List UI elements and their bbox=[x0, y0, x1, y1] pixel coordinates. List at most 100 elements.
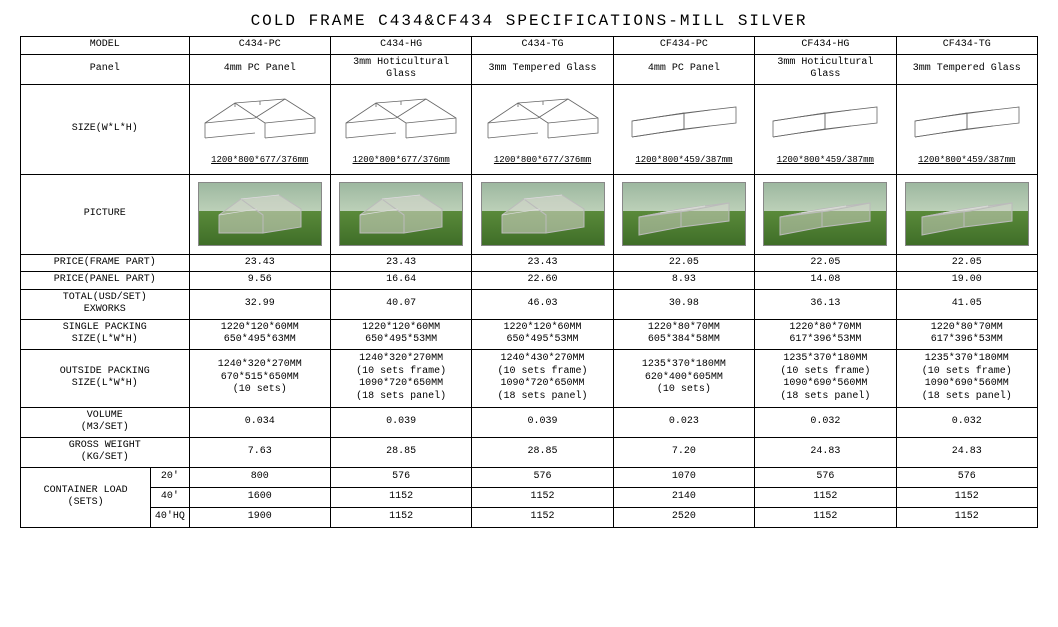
row-label: MODEL bbox=[21, 37, 190, 55]
value-cell: 0.039 bbox=[472, 407, 613, 437]
value-cell: 1220*80*70MM 617*396*53MM bbox=[896, 319, 1037, 349]
value-cell: 9.56 bbox=[189, 272, 330, 290]
product-photo bbox=[339, 182, 463, 246]
value-cell: 7.63 bbox=[189, 437, 330, 467]
value-cell: 22.60 bbox=[472, 272, 613, 290]
value-cell: 1220*120*60MM 650*495*53MM bbox=[330, 319, 471, 349]
value-cell: 0.034 bbox=[189, 407, 330, 437]
wireframe-diagram bbox=[200, 93, 320, 151]
product-photo bbox=[763, 182, 887, 246]
panel-cell: 4mm PC Panel bbox=[189, 54, 330, 84]
value-cell: 1240*430*270MM (10 sets frame) 1090*720*… bbox=[472, 349, 613, 407]
value-cell: 24.83 bbox=[896, 437, 1037, 467]
spec-table: MODEL C434-PCC434-HGC434-TGCF434-PCCF434… bbox=[20, 36, 1038, 528]
wireframe-diagram bbox=[765, 93, 885, 151]
value-cell: 7.20 bbox=[613, 437, 754, 467]
value-cell: 2520 bbox=[613, 507, 754, 527]
page-title: COLD FRAME C434&CF434 SPECIFICATIONS-MIL… bbox=[20, 12, 1038, 30]
value-cell: 2140 bbox=[613, 487, 754, 507]
value-cell: 14.08 bbox=[755, 272, 896, 290]
product-photo bbox=[905, 182, 1029, 246]
table-row: PRICE(PANEL PART) 9.5616.6422.608.9314.0… bbox=[21, 272, 1038, 290]
table-row: SIZE(W*L*H) 1200*800*677/376mm 1200* bbox=[21, 84, 1038, 174]
value-cell: 23.43 bbox=[189, 254, 330, 272]
value-cell: 1220*120*60MM 650*495*53MM bbox=[472, 319, 613, 349]
value-cell: 0.023 bbox=[613, 407, 754, 437]
picture-cell bbox=[472, 174, 613, 254]
value-cell: 1235*370*180MM (10 sets frame) 1090*690*… bbox=[755, 349, 896, 407]
row-label: CONTAINER LOAD (SETS) bbox=[21, 467, 151, 527]
value-cell: 576 bbox=[330, 467, 471, 487]
value-cell: 1152 bbox=[896, 507, 1037, 527]
model-cell: CF434-PC bbox=[613, 37, 754, 55]
table-row: Panel 4mm PC Panel3mm Hoticultural Glass… bbox=[21, 54, 1038, 84]
dimension-text: 1200*800*459/387mm bbox=[900, 155, 1034, 166]
model-cell: C434-TG bbox=[472, 37, 613, 55]
panel-cell: 4mm PC Panel bbox=[613, 54, 754, 84]
row-label: PRICE(PANEL PART) bbox=[21, 272, 190, 290]
picture-cell bbox=[189, 174, 330, 254]
row-label: PRICE(FRAME PART) bbox=[21, 254, 190, 272]
product-photo bbox=[481, 182, 605, 246]
row-label: SINGLE PACKING SIZE(L*W*H) bbox=[21, 319, 190, 349]
table-row: VOLUME (M3/SET) 0.0340.0390.0390.0230.03… bbox=[21, 407, 1038, 437]
value-cell: 19.00 bbox=[896, 272, 1037, 290]
model-cell: CF434-TG bbox=[896, 37, 1037, 55]
picture-cell bbox=[613, 174, 754, 254]
value-cell: 28.85 bbox=[472, 437, 613, 467]
table-row: PRICE(FRAME PART) 23.4323.4323.4322.0522… bbox=[21, 254, 1038, 272]
table-row: MODEL C434-PCC434-HGC434-TGCF434-PCCF434… bbox=[21, 37, 1038, 55]
row-label: PICTURE bbox=[21, 174, 190, 254]
row-label: GROSS WEIGHT (KG/SET) bbox=[21, 437, 190, 467]
model-cell: C434-HG bbox=[330, 37, 471, 55]
value-cell: 1240*320*270MM (10 sets frame) 1090*720*… bbox=[330, 349, 471, 407]
value-cell: 1235*370*180MM (10 sets frame) 1090*690*… bbox=[896, 349, 1037, 407]
size-cell: 1200*800*459/387mm bbox=[613, 84, 754, 174]
picture-cell bbox=[755, 174, 896, 254]
value-cell: 0.032 bbox=[755, 407, 896, 437]
dimension-text: 1200*800*677/376mm bbox=[475, 155, 609, 166]
value-cell: 1152 bbox=[330, 507, 471, 527]
value-cell: 22.05 bbox=[896, 254, 1037, 272]
value-cell: 1235*370*180MM 620*400*605MM (10 sets) bbox=[613, 349, 754, 407]
value-cell: 1600 bbox=[189, 487, 330, 507]
table-row: SINGLE PACKING SIZE(L*W*H) 1220*120*60MM… bbox=[21, 319, 1038, 349]
table-row: OUTSIDE PACKING SIZE(L*W*H) 1240*320*270… bbox=[21, 349, 1038, 407]
value-cell: 1152 bbox=[472, 487, 613, 507]
value-cell: 1152 bbox=[755, 487, 896, 507]
panel-cell: 3mm Hoticultural Glass bbox=[330, 54, 471, 84]
size-cell: 1200*800*459/387mm bbox=[896, 84, 1037, 174]
value-cell: 1900 bbox=[189, 507, 330, 527]
value-cell: 40.07 bbox=[330, 289, 471, 319]
value-cell: 30.98 bbox=[613, 289, 754, 319]
value-cell: 24.83 bbox=[755, 437, 896, 467]
panel-cell: 3mm Tempered Glass bbox=[896, 54, 1037, 84]
value-cell: 1220*80*70MM 617*396*53MM bbox=[755, 319, 896, 349]
model-cell: CF434-HG bbox=[755, 37, 896, 55]
value-cell: 36.13 bbox=[755, 289, 896, 319]
table-row: 40' 160011521152214011521152 bbox=[21, 487, 1038, 507]
value-cell: 22.05 bbox=[755, 254, 896, 272]
size-cell: 1200*800*677/376mm bbox=[472, 84, 613, 174]
value-cell: 1220*120*60MM 650*495*63MM bbox=[189, 319, 330, 349]
row-label: Panel bbox=[21, 54, 190, 84]
value-cell: 1152 bbox=[330, 487, 471, 507]
value-cell: 1152 bbox=[755, 507, 896, 527]
panel-cell: 3mm Tempered Glass bbox=[472, 54, 613, 84]
value-cell: 16.64 bbox=[330, 272, 471, 290]
value-cell: 8.93 bbox=[613, 272, 754, 290]
value-cell: 1220*80*70MM 605*384*58MM bbox=[613, 319, 754, 349]
dimension-text: 1200*800*459/387mm bbox=[617, 155, 751, 166]
value-cell: 0.039 bbox=[330, 407, 471, 437]
picture-cell bbox=[896, 174, 1037, 254]
table-row: GROSS WEIGHT (KG/SET) 7.6328.8528.857.20… bbox=[21, 437, 1038, 467]
sub-label: 40'HQ bbox=[151, 507, 189, 527]
size-cell: 1200*800*677/376mm bbox=[189, 84, 330, 174]
value-cell: 1152 bbox=[896, 487, 1037, 507]
wireframe-diagram bbox=[907, 93, 1027, 151]
value-cell: 1152 bbox=[472, 507, 613, 527]
size-cell: 1200*800*677/376mm bbox=[330, 84, 471, 174]
row-label: VOLUME (M3/SET) bbox=[21, 407, 190, 437]
dimension-text: 1200*800*677/376mm bbox=[193, 155, 327, 166]
value-cell: 23.43 bbox=[472, 254, 613, 272]
